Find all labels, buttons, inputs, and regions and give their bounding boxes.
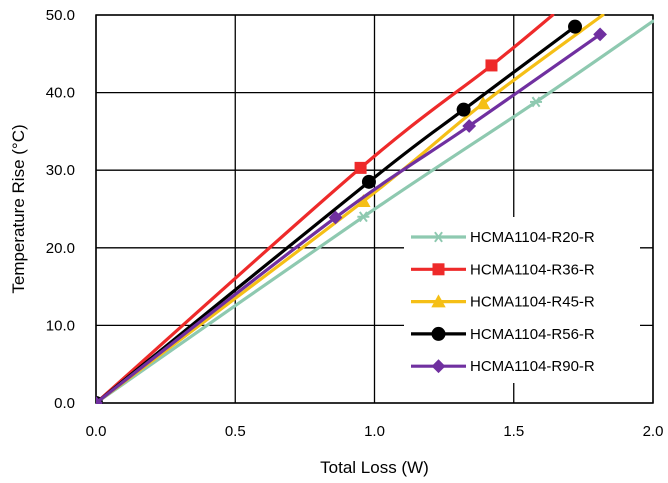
x-tick-label: 1.0: [364, 423, 385, 440]
data-point: [357, 211, 370, 223]
data-point: [354, 161, 367, 174]
legend-label: HCMA1104-R45-R: [470, 294, 595, 311]
x-tick-labels: 0.0 0.5 1.0 1.5 2.0: [86, 423, 664, 440]
x-tick-label: 0.0: [86, 423, 107, 440]
legend-item: HCMA1104-R45-R: [411, 294, 595, 311]
legend: HCMA1104-R20-R HCMA1104-R36-R HCMA1104-R45…: [411, 229, 595, 375]
data-point: [356, 194, 371, 207]
y-tick-label: 0.0: [54, 395, 75, 412]
data-point: [361, 174, 376, 189]
x-tick-label: 0.5: [225, 423, 246, 440]
series-line: [96, 19, 654, 404]
data-point: [456, 102, 471, 117]
legend-item: HCMA1104-R36-R: [411, 261, 595, 278]
y-tick-label: 10.0: [46, 317, 75, 334]
series-line: [96, 14, 555, 404]
y-tick-label: 40.0: [46, 85, 75, 102]
data-point: [431, 294, 446, 308]
data-point: [431, 326, 446, 341]
y-tick-labels: 0.0 10.0 20.0 30.0 40.0 50.0: [46, 7, 75, 412]
data-point-stroke: [434, 231, 443, 243]
data-point: [431, 359, 446, 374]
x-tick-label: 2.0: [643, 423, 664, 440]
series-5: [96, 27, 607, 404]
data-point: [485, 59, 498, 72]
series-line: [96, 25, 577, 404]
legend-label: HCMA1104-R56-R: [470, 326, 595, 343]
data-point: [462, 119, 477, 133]
legend-item: HCMA1104-R20-R: [411, 229, 595, 246]
data-point: [328, 210, 343, 225]
legend-item: HCMA1104-R56-R: [411, 326, 595, 343]
data-point-stroke: [531, 96, 541, 108]
data-point: [475, 96, 491, 110]
data-point: [432, 263, 445, 276]
series-layer: [96, 14, 654, 404]
data-point: [96, 396, 103, 404]
x-axis-title: Total Loss (W): [320, 458, 429, 477]
series-line: [96, 32, 602, 404]
legend-item: HCMA1104-R90-R: [411, 358, 595, 375]
data-point: [568, 19, 583, 34]
data-point: [530, 96, 543, 108]
data-point-stroke: [358, 211, 368, 223]
data-point: [593, 27, 607, 42]
y-axis-title: Temperature Rise (°C): [9, 124, 28, 293]
legend-label: HCMA1104-R20-R: [470, 229, 595, 246]
legend-label: HCMA1104-R36-R: [470, 261, 595, 278]
y-tick-label: 30.0: [46, 162, 75, 179]
legend-label: HCMA1104-R90-R: [470, 358, 595, 375]
data-point: [432, 231, 445, 243]
y-tick-label: 20.0: [46, 240, 75, 257]
x-tick-label: 1.5: [503, 423, 524, 440]
y-tick-label: 50.0: [46, 7, 75, 24]
plot-area-frame: [95, 14, 654, 404]
